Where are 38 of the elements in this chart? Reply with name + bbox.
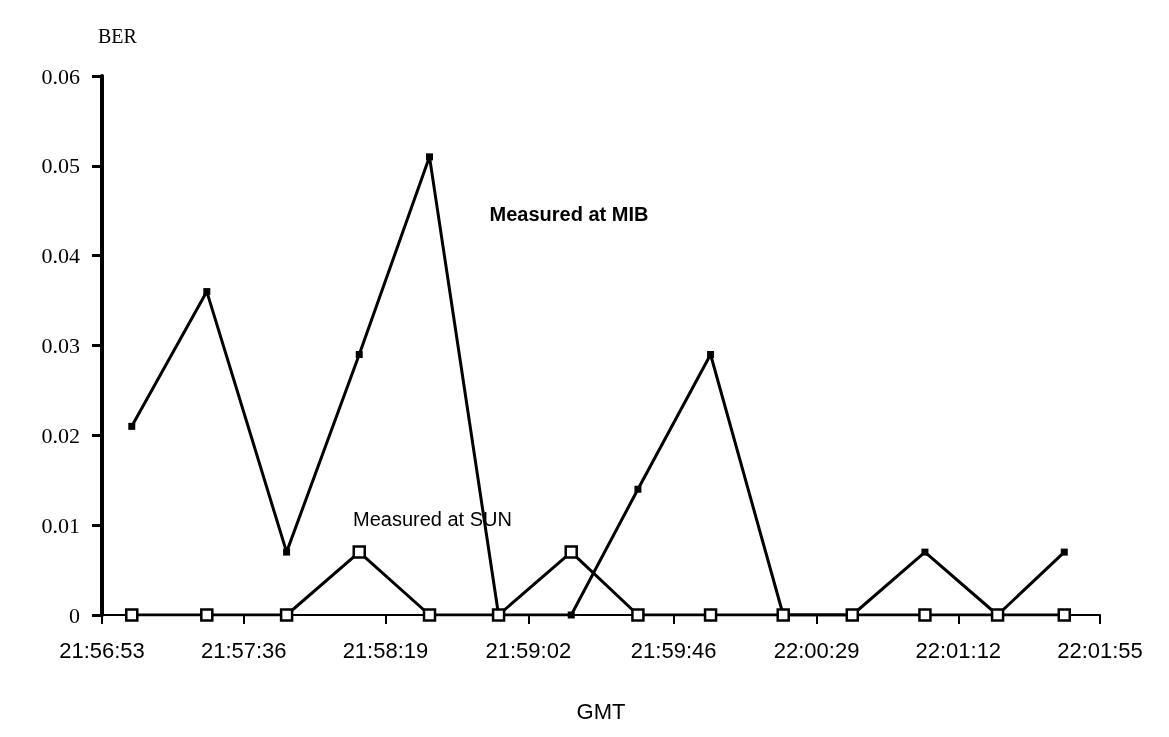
point xyxy=(918,608,932,622)
point xyxy=(352,545,366,559)
point xyxy=(564,545,578,559)
point xyxy=(634,485,642,493)
point xyxy=(125,608,139,622)
x-tick-label: 21:59:02 xyxy=(485,637,572,663)
y-tick-label: 0.02 xyxy=(41,422,80,448)
x-tick-label: 21:57:36 xyxy=(200,637,287,663)
text: Measured at MIB xyxy=(489,203,649,226)
x-tick-label: 21:59:46 xyxy=(630,637,717,663)
y-tick-label: 0.01 xyxy=(41,512,80,538)
y-axis-title: BER xyxy=(98,25,138,47)
point xyxy=(355,350,363,358)
point xyxy=(422,608,437,622)
y-tick-label: 0.04 xyxy=(41,243,80,269)
point xyxy=(128,422,136,430)
x-tick-label: 22:01:12 xyxy=(915,637,1002,663)
point xyxy=(1057,608,1072,622)
x-tick-label: 21:56:53 xyxy=(59,637,145,663)
x-tick-label: 21:58:19 xyxy=(342,637,429,663)
y-tick-label: 0.05 xyxy=(41,153,80,179)
point xyxy=(203,288,211,296)
point xyxy=(921,548,929,556)
x-tick-label: 22:00:29 xyxy=(773,637,860,663)
y-tick-label: 0.03 xyxy=(41,333,80,358)
x-tick-label: 22:01:55 xyxy=(1057,637,1143,663)
point xyxy=(283,548,291,556)
point xyxy=(631,608,645,622)
y-tick-label: 0.06 xyxy=(41,63,80,89)
point xyxy=(200,608,214,622)
point xyxy=(707,350,715,358)
y-tick-label: 0 xyxy=(69,602,80,628)
point xyxy=(1060,548,1068,556)
x-axis-title: GMT xyxy=(576,698,626,724)
point xyxy=(279,608,294,622)
point xyxy=(703,608,718,622)
point xyxy=(567,611,575,619)
point xyxy=(426,153,434,161)
